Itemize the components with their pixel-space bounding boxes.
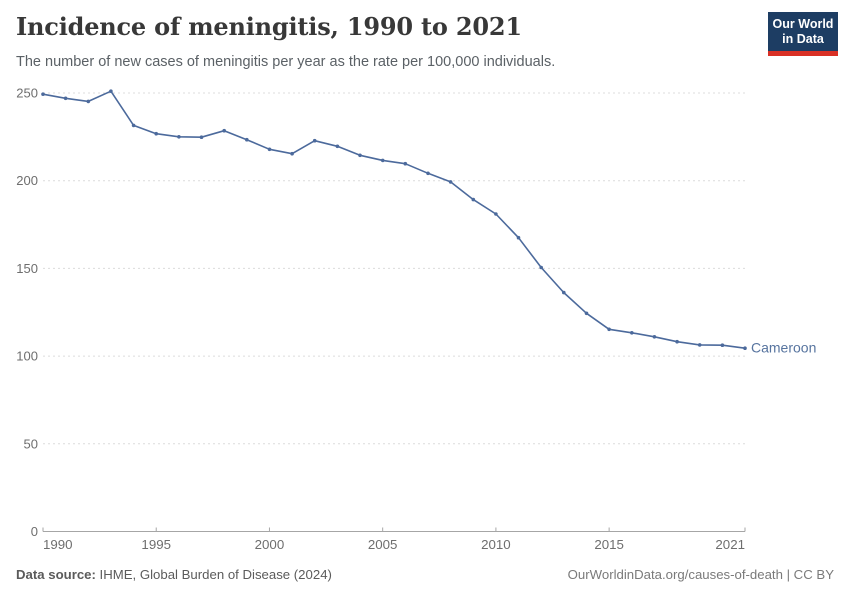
- data-point: [697, 343, 702, 347]
- owid-logo-line2: in Data: [782, 31, 824, 46]
- x-axis-tick-label: 2000: [255, 537, 285, 552]
- data-point: [222, 128, 226, 133]
- y-axis-tick-label: 150: [16, 261, 38, 276]
- data-point: [86, 99, 91, 104]
- owid-logo-line1: Our World: [772, 17, 834, 31]
- series-label: Cameroon: [751, 340, 816, 356]
- data-point: [131, 123, 136, 128]
- data-point: [358, 153, 362, 158]
- data-point: [290, 151, 294, 156]
- x-axis-tick-label: 2010: [481, 537, 511, 552]
- data-point: [41, 92, 45, 96]
- data-point: [380, 158, 385, 163]
- y-axis-tick-label: 100: [16, 349, 38, 364]
- data-point: [471, 197, 476, 202]
- trend-line: [42, 90, 746, 350]
- data-point: [63, 96, 68, 101]
- data-point: [675, 339, 679, 344]
- data-point: [177, 135, 181, 139]
- data-source-label: Data source:: [16, 567, 96, 582]
- data-point: [652, 335, 657, 339]
- data-point: [109, 89, 113, 93]
- data-point: [267, 147, 272, 152]
- data-point: [154, 131, 158, 136]
- data-point: [494, 212, 498, 216]
- data-point: [426, 171, 430, 176]
- chart-subtitle: The number of new cases of meningitis pe…: [16, 54, 556, 70]
- data-point: [312, 138, 317, 143]
- data-point: [199, 135, 204, 139]
- x-axis-tick-label: 1995: [141, 537, 171, 552]
- chart-title: Incidence of meningitis, 1990 to 2021: [16, 12, 522, 41]
- data-point: [448, 180, 453, 184]
- x-axis-tick-label: 2015: [594, 537, 624, 552]
- data-source-text: IHME, Global Burden of Disease (2024): [95, 567, 332, 582]
- x-axis-tick-label: 1990: [43, 537, 73, 552]
- data-point: [607, 327, 611, 332]
- x-axis-tick-label: 2005: [368, 537, 398, 552]
- data-point: [743, 346, 747, 351]
- data-point: [720, 343, 725, 348]
- data-point: [539, 265, 543, 270]
- data-point: [630, 331, 634, 335]
- data-point: [562, 290, 566, 295]
- chart-footer: Data source: IHME, Global Burden of Dise…: [16, 567, 834, 582]
- data-point: [403, 161, 408, 166]
- owid-logo: Our World in Data: [768, 12, 838, 56]
- y-axis-tick-label: 0: [31, 524, 38, 539]
- y-axis-tick-label: 250: [16, 86, 38, 101]
- data-point: [245, 137, 249, 142]
- y-axis-tick-label: 50: [24, 436, 38, 451]
- x-axis-tick-label: 2021: [715, 537, 745, 552]
- data-point: [584, 311, 589, 316]
- attribution-note: OurWorldinData.org/causes-of-death | CC …: [567, 567, 834, 582]
- data-point: [335, 144, 340, 149]
- y-axis-tick-label: 200: [16, 173, 38, 188]
- data-point: [516, 235, 521, 240]
- data-source-note: Data source: IHME, Global Burden of Dise…: [16, 567, 332, 582]
